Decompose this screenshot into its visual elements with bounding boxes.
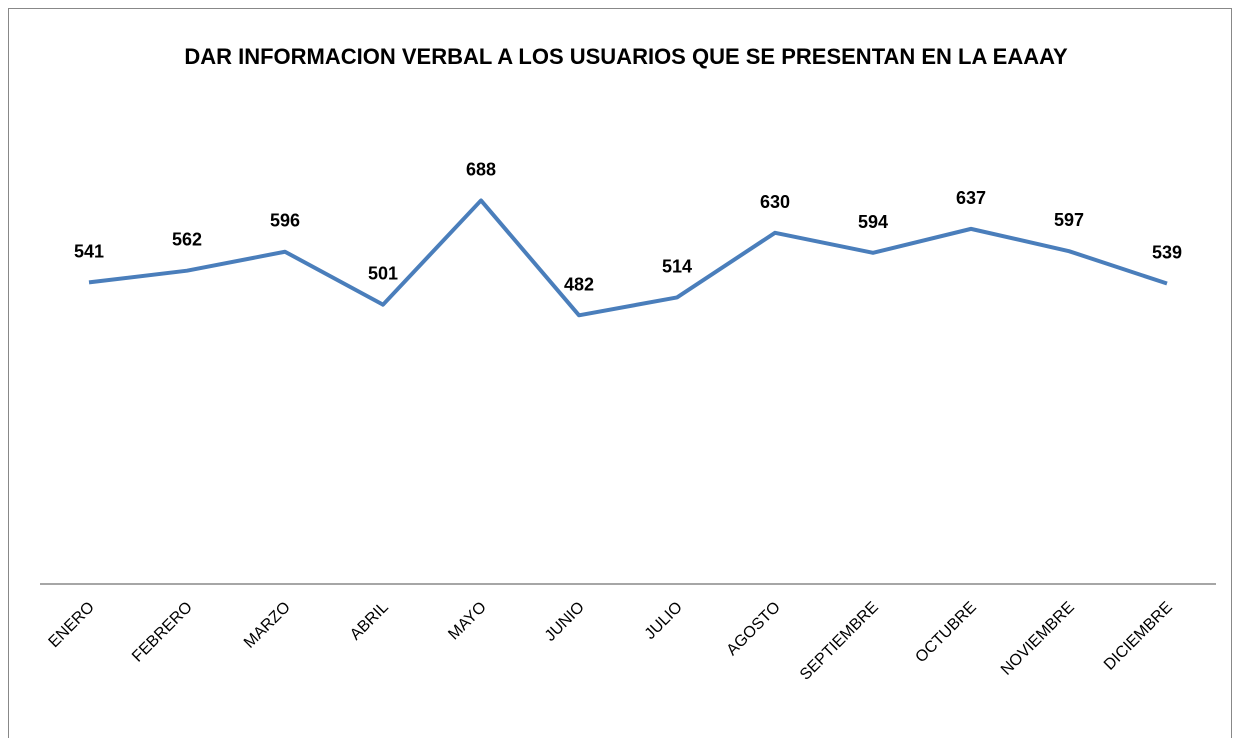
data-label: 594 bbox=[858, 212, 888, 232]
data-label: 597 bbox=[1054, 210, 1084, 230]
x-tick-label: ENERO bbox=[46, 599, 98, 651]
x-tick-label: NOVIEMBRE bbox=[998, 599, 1078, 679]
data-label: 541 bbox=[74, 241, 104, 261]
data-label: 482 bbox=[564, 274, 594, 294]
data-label: 514 bbox=[662, 256, 692, 276]
x-tick-label: FEBRERO bbox=[129, 599, 196, 666]
data-label: 630 bbox=[760, 192, 790, 212]
data-label: 562 bbox=[172, 230, 202, 250]
chart-title: DAR INFORMACION VERBAL A LOS USUARIOS QU… bbox=[184, 44, 1068, 69]
x-tick-label: MAYO bbox=[445, 599, 490, 644]
data-label: 596 bbox=[270, 211, 300, 231]
x-tick-label: SEPTIEMBRE bbox=[797, 599, 882, 684]
data-label: 637 bbox=[956, 188, 986, 208]
x-tick-label: JUNIO bbox=[542, 599, 588, 645]
x-tick-label: MARZO bbox=[241, 599, 294, 652]
chart-frame bbox=[8, 8, 1232, 738]
x-tick-label: JULIO bbox=[642, 599, 686, 643]
x-tick-label: AGOSTO bbox=[724, 599, 784, 659]
data-label: 539 bbox=[1152, 243, 1182, 263]
data-label: 501 bbox=[368, 264, 398, 284]
x-tick-label: ABRIL bbox=[347, 599, 392, 644]
data-label: 688 bbox=[466, 159, 496, 179]
x-tick-label: DICIEMBRE bbox=[1101, 599, 1176, 674]
line-series bbox=[88, 198, 1168, 318]
x-tick-label: OCTUBRE bbox=[912, 599, 979, 666]
